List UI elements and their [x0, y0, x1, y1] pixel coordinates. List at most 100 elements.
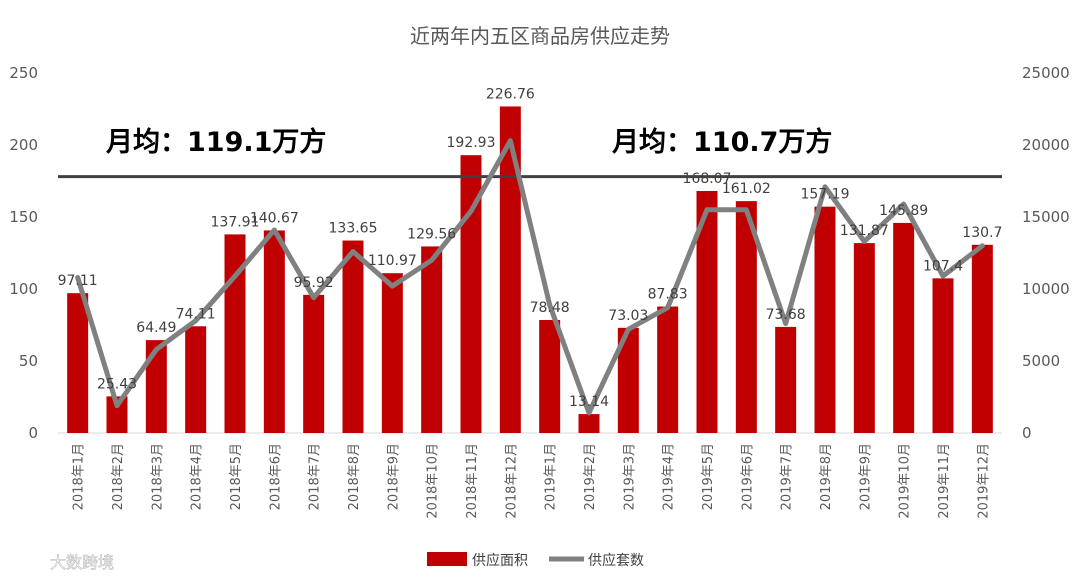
- x-tick-label: 2018年10月: [426, 443, 441, 519]
- legend-label-line: 供应套数: [588, 552, 644, 569]
- chart-title: 近两年内五区商品房供应走势: [410, 24, 670, 48]
- bar: [185, 326, 207, 433]
- data-label: 137.91: [211, 214, 260, 230]
- x-tick-label: 2018年2月: [111, 443, 126, 510]
- data-label: 129.56: [407, 226, 456, 242]
- data-label: 78.48: [530, 300, 570, 316]
- bar: [460, 155, 482, 434]
- data-label: 145.89: [879, 203, 928, 219]
- x-tick-label: 2018年5月: [229, 443, 244, 510]
- bar: [67, 293, 89, 433]
- bar: [578, 414, 600, 433]
- data-label: 73.68: [766, 307, 806, 323]
- x-tick-label: 2018年11月: [465, 443, 480, 519]
- legend: 供应面积 供应套数: [427, 552, 644, 569]
- bar: [499, 106, 521, 433]
- bar: [657, 306, 679, 433]
- bar: [775, 326, 797, 433]
- right-axis-ticks: 0 5000 10000 15000 20000 25000: [1022, 64, 1070, 442]
- left-axis-tick-label: 50: [19, 352, 38, 370]
- data-label: 97.11: [58, 273, 98, 289]
- x-tick-label: 2019年7月: [780, 443, 795, 510]
- x-tick-label: 2018年7月: [308, 443, 323, 510]
- x-tick-label: 2019年5月: [701, 443, 716, 510]
- left-axis-tick-label: 200: [9, 136, 38, 154]
- data-label: 157.19: [801, 187, 850, 203]
- bar-series: [67, 106, 993, 434]
- bar: [381, 273, 403, 433]
- right-axis-tick-label: 10000: [1022, 280, 1070, 298]
- data-label: 13.14: [569, 394, 609, 410]
- watermark-logo-icon: [15, 553, 33, 571]
- x-tick-label: 2018年9月: [386, 443, 401, 510]
- right-axis-tick-label: 15000: [1022, 208, 1070, 226]
- watermark-text: 大数跨境: [50, 553, 114, 572]
- watermark: 大数跨境: [15, 553, 114, 572]
- left-axis-tick-label: 100: [9, 280, 38, 298]
- x-tick-label: 2018年4月: [190, 443, 205, 510]
- x-tick-label: 2019年1月: [544, 443, 559, 510]
- x-tick-label: 2019年10月: [898, 443, 913, 519]
- data-label: 110.97: [368, 253, 417, 269]
- bar: [617, 327, 639, 433]
- bar: [814, 206, 836, 433]
- data-label: 64.49: [136, 320, 176, 336]
- data-label: 107.4: [923, 258, 963, 274]
- bar: [893, 222, 915, 433]
- bar: [539, 319, 561, 433]
- x-tick-label: 2019年8月: [819, 443, 834, 510]
- x-tick-label: 2018年1月: [72, 443, 87, 510]
- line-series: [75, 138, 985, 416]
- x-tick-label: 2018年12月: [504, 443, 519, 519]
- left-axis-tick-label: 0: [28, 424, 38, 442]
- x-tick-label: 2019年6月: [740, 443, 755, 510]
- x-tick-label: 2019年2月: [583, 443, 598, 510]
- bar: [303, 294, 325, 433]
- data-label: 130.7: [962, 225, 1002, 241]
- data-label: 168.07: [683, 171, 732, 187]
- x-tick-label: 2019年11月: [937, 443, 952, 519]
- x-tick-labels: 2018年1月 2018年2月 2018年3月 2018年4月 2018年5月 2018年…: [72, 443, 992, 519]
- bar: [735, 201, 757, 433]
- x-tick-label: 2019年4月: [662, 443, 677, 510]
- x-tick-label: 2019年3月: [622, 443, 637, 510]
- data-label: 133.65: [329, 221, 378, 237]
- left-axis-ticks: 0 50 100 150 200 250: [9, 64, 38, 442]
- data-label: 161.02: [722, 181, 771, 197]
- x-tick-label: 2019年12月: [976, 443, 991, 519]
- bar: [853, 243, 875, 433]
- bar: [421, 246, 443, 433]
- right-axis-tick-label: 25000: [1022, 64, 1070, 82]
- right-axis-tick-label: 0: [1022, 424, 1032, 442]
- bar: [971, 244, 993, 433]
- data-label: 74.11: [176, 306, 216, 322]
- legend-label-bar: 供应面积: [472, 552, 528, 569]
- annotation-average-2018: 月均：119.1万方: [105, 126, 326, 158]
- data-label: 140.67: [250, 210, 299, 226]
- data-label: 25.43: [97, 376, 137, 392]
- data-label: 95.92: [294, 275, 334, 291]
- bar: [263, 230, 285, 433]
- x-tick-label: 2019年9月: [858, 443, 873, 510]
- data-label: 131.87: [840, 223, 889, 239]
- data-label: 226.76: [486, 86, 535, 102]
- data-label: 73.03: [608, 308, 648, 324]
- bar: [106, 396, 128, 433]
- bar: [932, 278, 954, 433]
- legend-swatch-bar: [427, 552, 467, 566]
- left-axis-tick-label: 150: [9, 208, 38, 226]
- annotation-average-2019: 月均：110.7万方: [611, 126, 832, 158]
- left-axis-tick-label: 250: [9, 64, 38, 82]
- bar: [342, 240, 364, 433]
- bar: [696, 190, 718, 433]
- x-tick-label: 2018年3月: [150, 443, 165, 510]
- bar: [145, 340, 167, 433]
- x-tick-label: 2018年6月: [268, 443, 283, 510]
- data-label: 87.83: [648, 287, 688, 303]
- watermark-logo-icon-dot: [27, 553, 45, 571]
- data-label: 192.93: [447, 135, 496, 151]
- x-tick-label: 2018年8月: [347, 443, 362, 510]
- right-axis-tick-label: 5000: [1022, 352, 1060, 370]
